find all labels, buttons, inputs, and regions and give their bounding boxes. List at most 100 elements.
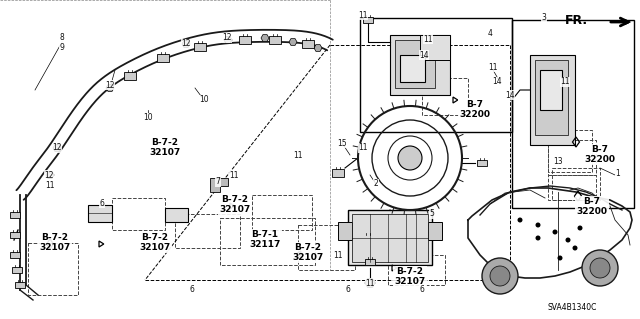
Circle shape — [536, 222, 541, 227]
Text: B-7-2
32107: B-7-2 32107 — [40, 233, 70, 252]
Bar — [363, 17, 373, 23]
Bar — [298, 225, 355, 270]
Circle shape — [590, 258, 610, 278]
Polygon shape — [545, 78, 551, 83]
Text: B-7
32200: B-7 32200 — [577, 197, 607, 216]
Bar — [175, 214, 240, 248]
Circle shape — [582, 250, 618, 286]
Bar — [548, 140, 596, 175]
Text: 14: 14 — [505, 91, 515, 100]
Text: 15: 15 — [337, 138, 347, 147]
Bar — [88, 205, 112, 222]
Text: 13: 13 — [553, 158, 563, 167]
Polygon shape — [210, 178, 228, 192]
Text: 12: 12 — [222, 33, 232, 42]
Text: 6: 6 — [189, 285, 195, 293]
Text: 11: 11 — [488, 63, 498, 71]
Text: B-7
32200: B-7 32200 — [584, 145, 616, 164]
Bar — [400, 55, 425, 82]
Polygon shape — [403, 65, 409, 70]
Text: B-7-2
32107: B-7-2 32107 — [140, 233, 171, 252]
Text: 11: 11 — [358, 11, 368, 19]
Bar — [390, 35, 450, 95]
Text: 12: 12 — [181, 40, 191, 48]
Text: 11: 11 — [45, 181, 55, 189]
Bar — [112, 198, 165, 230]
Polygon shape — [261, 34, 269, 41]
Polygon shape — [314, 45, 322, 51]
Bar — [420, 35, 450, 60]
Bar — [535, 60, 568, 135]
Circle shape — [398, 146, 422, 170]
Text: 3: 3 — [541, 13, 547, 23]
Text: 11: 11 — [560, 78, 570, 86]
Text: 12: 12 — [44, 170, 54, 180]
Text: FR.: FR. — [565, 13, 588, 26]
Text: 1: 1 — [616, 168, 620, 177]
Bar — [12, 267, 22, 273]
Text: 11: 11 — [333, 250, 343, 259]
Bar — [10, 252, 20, 258]
Text: 11: 11 — [293, 151, 303, 160]
Bar — [477, 160, 487, 166]
Polygon shape — [415, 65, 421, 70]
Circle shape — [552, 229, 557, 234]
Bar — [10, 232, 20, 238]
Polygon shape — [182, 41, 190, 48]
Bar — [352, 214, 428, 262]
Text: 11: 11 — [365, 278, 375, 287]
Bar — [28, 243, 78, 295]
Text: B-7
32200: B-7 32200 — [460, 100, 490, 119]
Text: 6: 6 — [420, 286, 424, 294]
Bar — [512, 20, 634, 208]
Bar — [540, 70, 562, 110]
Bar — [157, 55, 169, 62]
Polygon shape — [53, 145, 61, 152]
Circle shape — [482, 258, 518, 294]
Bar — [338, 222, 352, 240]
Text: 2: 2 — [374, 180, 378, 189]
FancyArrowPatch shape — [611, 19, 631, 25]
Text: 6: 6 — [346, 285, 351, 293]
Bar — [422, 78, 468, 115]
Text: 4: 4 — [488, 28, 492, 38]
Circle shape — [577, 226, 582, 231]
Circle shape — [557, 256, 563, 261]
Text: 14: 14 — [419, 50, 429, 60]
Polygon shape — [545, 97, 551, 103]
Bar — [332, 169, 344, 177]
Polygon shape — [46, 172, 54, 178]
Text: 11: 11 — [358, 144, 368, 152]
Text: 11: 11 — [423, 34, 433, 43]
Bar — [124, 72, 136, 80]
Text: 5: 5 — [429, 210, 435, 219]
Polygon shape — [289, 39, 297, 46]
Text: 8: 8 — [60, 33, 65, 42]
Text: B-7-1
32117: B-7-1 32117 — [250, 230, 281, 249]
Bar — [548, 175, 596, 200]
Text: B-7-2
32107: B-7-2 32107 — [394, 267, 426, 286]
Bar — [10, 212, 20, 218]
Bar — [428, 222, 442, 240]
Circle shape — [573, 246, 577, 250]
Circle shape — [490, 266, 510, 286]
Text: B-7-2
32107: B-7-2 32107 — [292, 243, 324, 262]
Text: 6: 6 — [100, 198, 104, 207]
Bar — [552, 168, 600, 200]
Bar — [395, 40, 435, 88]
Bar — [15, 282, 25, 288]
Bar — [239, 36, 251, 44]
Polygon shape — [106, 85, 114, 92]
Bar — [269, 36, 281, 44]
Bar — [302, 41, 314, 48]
Bar — [530, 55, 575, 145]
Text: 10: 10 — [143, 114, 153, 122]
Bar — [165, 208, 188, 222]
Bar — [388, 255, 445, 285]
Text: 7: 7 — [216, 177, 220, 187]
Text: SVA4B1340C: SVA4B1340C — [547, 302, 596, 311]
Bar — [194, 43, 206, 51]
Text: 11: 11 — [229, 170, 239, 180]
Circle shape — [566, 238, 570, 242]
Circle shape — [518, 218, 522, 222]
